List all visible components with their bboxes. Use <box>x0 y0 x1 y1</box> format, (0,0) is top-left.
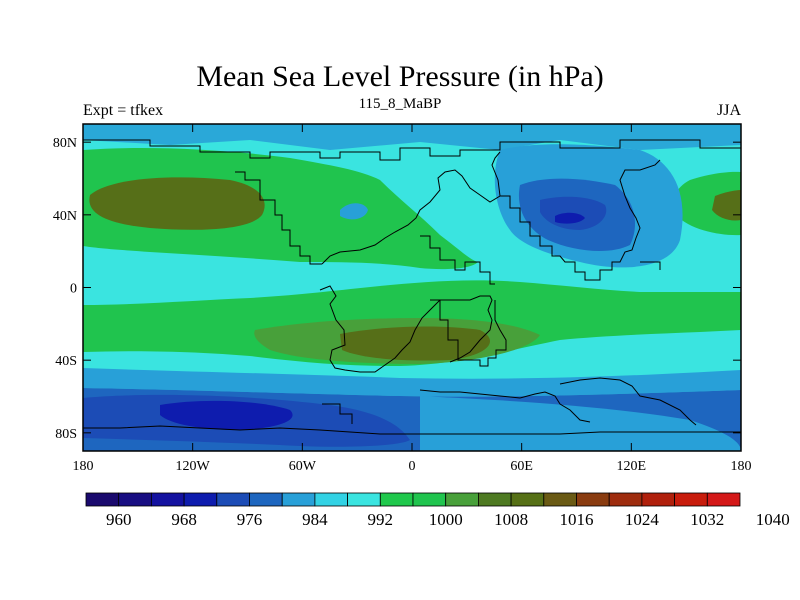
asia-coast <box>500 159 661 281</box>
asia-island <box>640 261 661 270</box>
y-tick-label: 80N <box>53 136 77 151</box>
arctic-coast <box>83 139 741 161</box>
colorbar-swatch <box>216 492 250 507</box>
australia-coast <box>519 391 591 423</box>
north-america-west-coast <box>235 171 322 265</box>
colorbar-swatch <box>314 492 348 507</box>
south-high-core <box>340 326 490 361</box>
season-label: JJA <box>716 102 741 119</box>
y-tick-label: 0 <box>70 282 77 297</box>
x-tick-label: 60E <box>510 459 533 474</box>
colorbar: 960 968 976 984 992 1000 1008 1016 1024 1032 1040 <box>85 492 790 529</box>
colorbar-swatch <box>445 492 479 507</box>
experiment-label: Expt = tfkex <box>83 102 164 119</box>
y-tick-label: 40N <box>53 209 77 224</box>
colorbar-label: 992 <box>368 510 394 529</box>
chart-title: Mean Sea Level Pressure (in hPa) <box>196 60 604 93</box>
colorbar-swatch <box>249 492 283 507</box>
colorbar-label: 976 <box>237 510 263 529</box>
asian-low-core <box>555 212 585 224</box>
atlantic-coast <box>321 151 501 265</box>
colorbar-label: 1008 <box>494 510 528 529</box>
colorbar-label: 1032 <box>690 510 724 529</box>
colorbar-label: 968 <box>171 510 197 529</box>
colorbar-label: 1000 <box>429 510 463 529</box>
colorbar-swatch <box>608 492 643 507</box>
y-tick-label: 80S <box>55 427 77 442</box>
colorbar-label: 984 <box>302 510 328 529</box>
colorbar-swatch <box>183 492 218 507</box>
x-tick-label: 180 <box>73 459 94 474</box>
colorbar-swatch <box>576 492 610 507</box>
colorbar-label: 1016 <box>560 510 594 529</box>
australia-north <box>559 377 697 426</box>
colorbar-swatch <box>641 492 676 507</box>
coastlines <box>83 139 741 435</box>
antarctic-band <box>420 396 741 451</box>
colorbar-swatch <box>412 492 447 507</box>
colorbar-swatch <box>477 492 512 507</box>
x-tick-label: 120W <box>176 459 211 474</box>
x-tick-label: 120E <box>617 459 647 474</box>
europe-coast <box>420 235 495 285</box>
antarctic-peninsula <box>322 403 353 424</box>
x-tick-label: 60W <box>289 459 317 474</box>
colorbar-label: 1040 <box>756 510 790 529</box>
colorbar-swatch <box>379 492 414 507</box>
axis-ticks: 180 120W 60W 0 60E 120E 180 80N 40N 0 40S 80S <box>53 124 752 474</box>
colorbar-swatch <box>510 492 545 507</box>
colorbar-label: 1024 <box>625 510 660 529</box>
atlantic-patch <box>340 203 368 220</box>
east-high <box>673 171 741 236</box>
y-tick-label: 40S <box>55 354 77 369</box>
colorbar-swatch <box>85 492 120 507</box>
colorbar-label: 960 <box>106 510 132 529</box>
colorbar-swatch <box>118 492 152 507</box>
east-high-core <box>712 190 741 221</box>
australia-west <box>419 389 521 399</box>
colorbar-swatch <box>347 492 381 507</box>
arctic-low-band <box>83 124 741 150</box>
antarctic-coast <box>83 425 741 435</box>
southern-band-1 <box>83 368 741 397</box>
colorbar-swatch <box>543 492 577 507</box>
x-tick-label: 180 <box>731 459 752 474</box>
south-america-coast <box>319 285 493 373</box>
colorbar-swatch <box>281 492 316 507</box>
colorbar-swatch <box>674 492 708 507</box>
north-pacific-high-core <box>89 177 265 230</box>
x-tick-label: 0 <box>409 459 416 474</box>
period-label: 115_8_MaBP <box>358 96 442 112</box>
pressure-field <box>83 124 741 451</box>
southern-low-core <box>160 400 293 430</box>
colorbar-swatch <box>150 492 185 507</box>
colorbar-swatch <box>706 492 741 507</box>
africa-coast <box>430 299 507 367</box>
